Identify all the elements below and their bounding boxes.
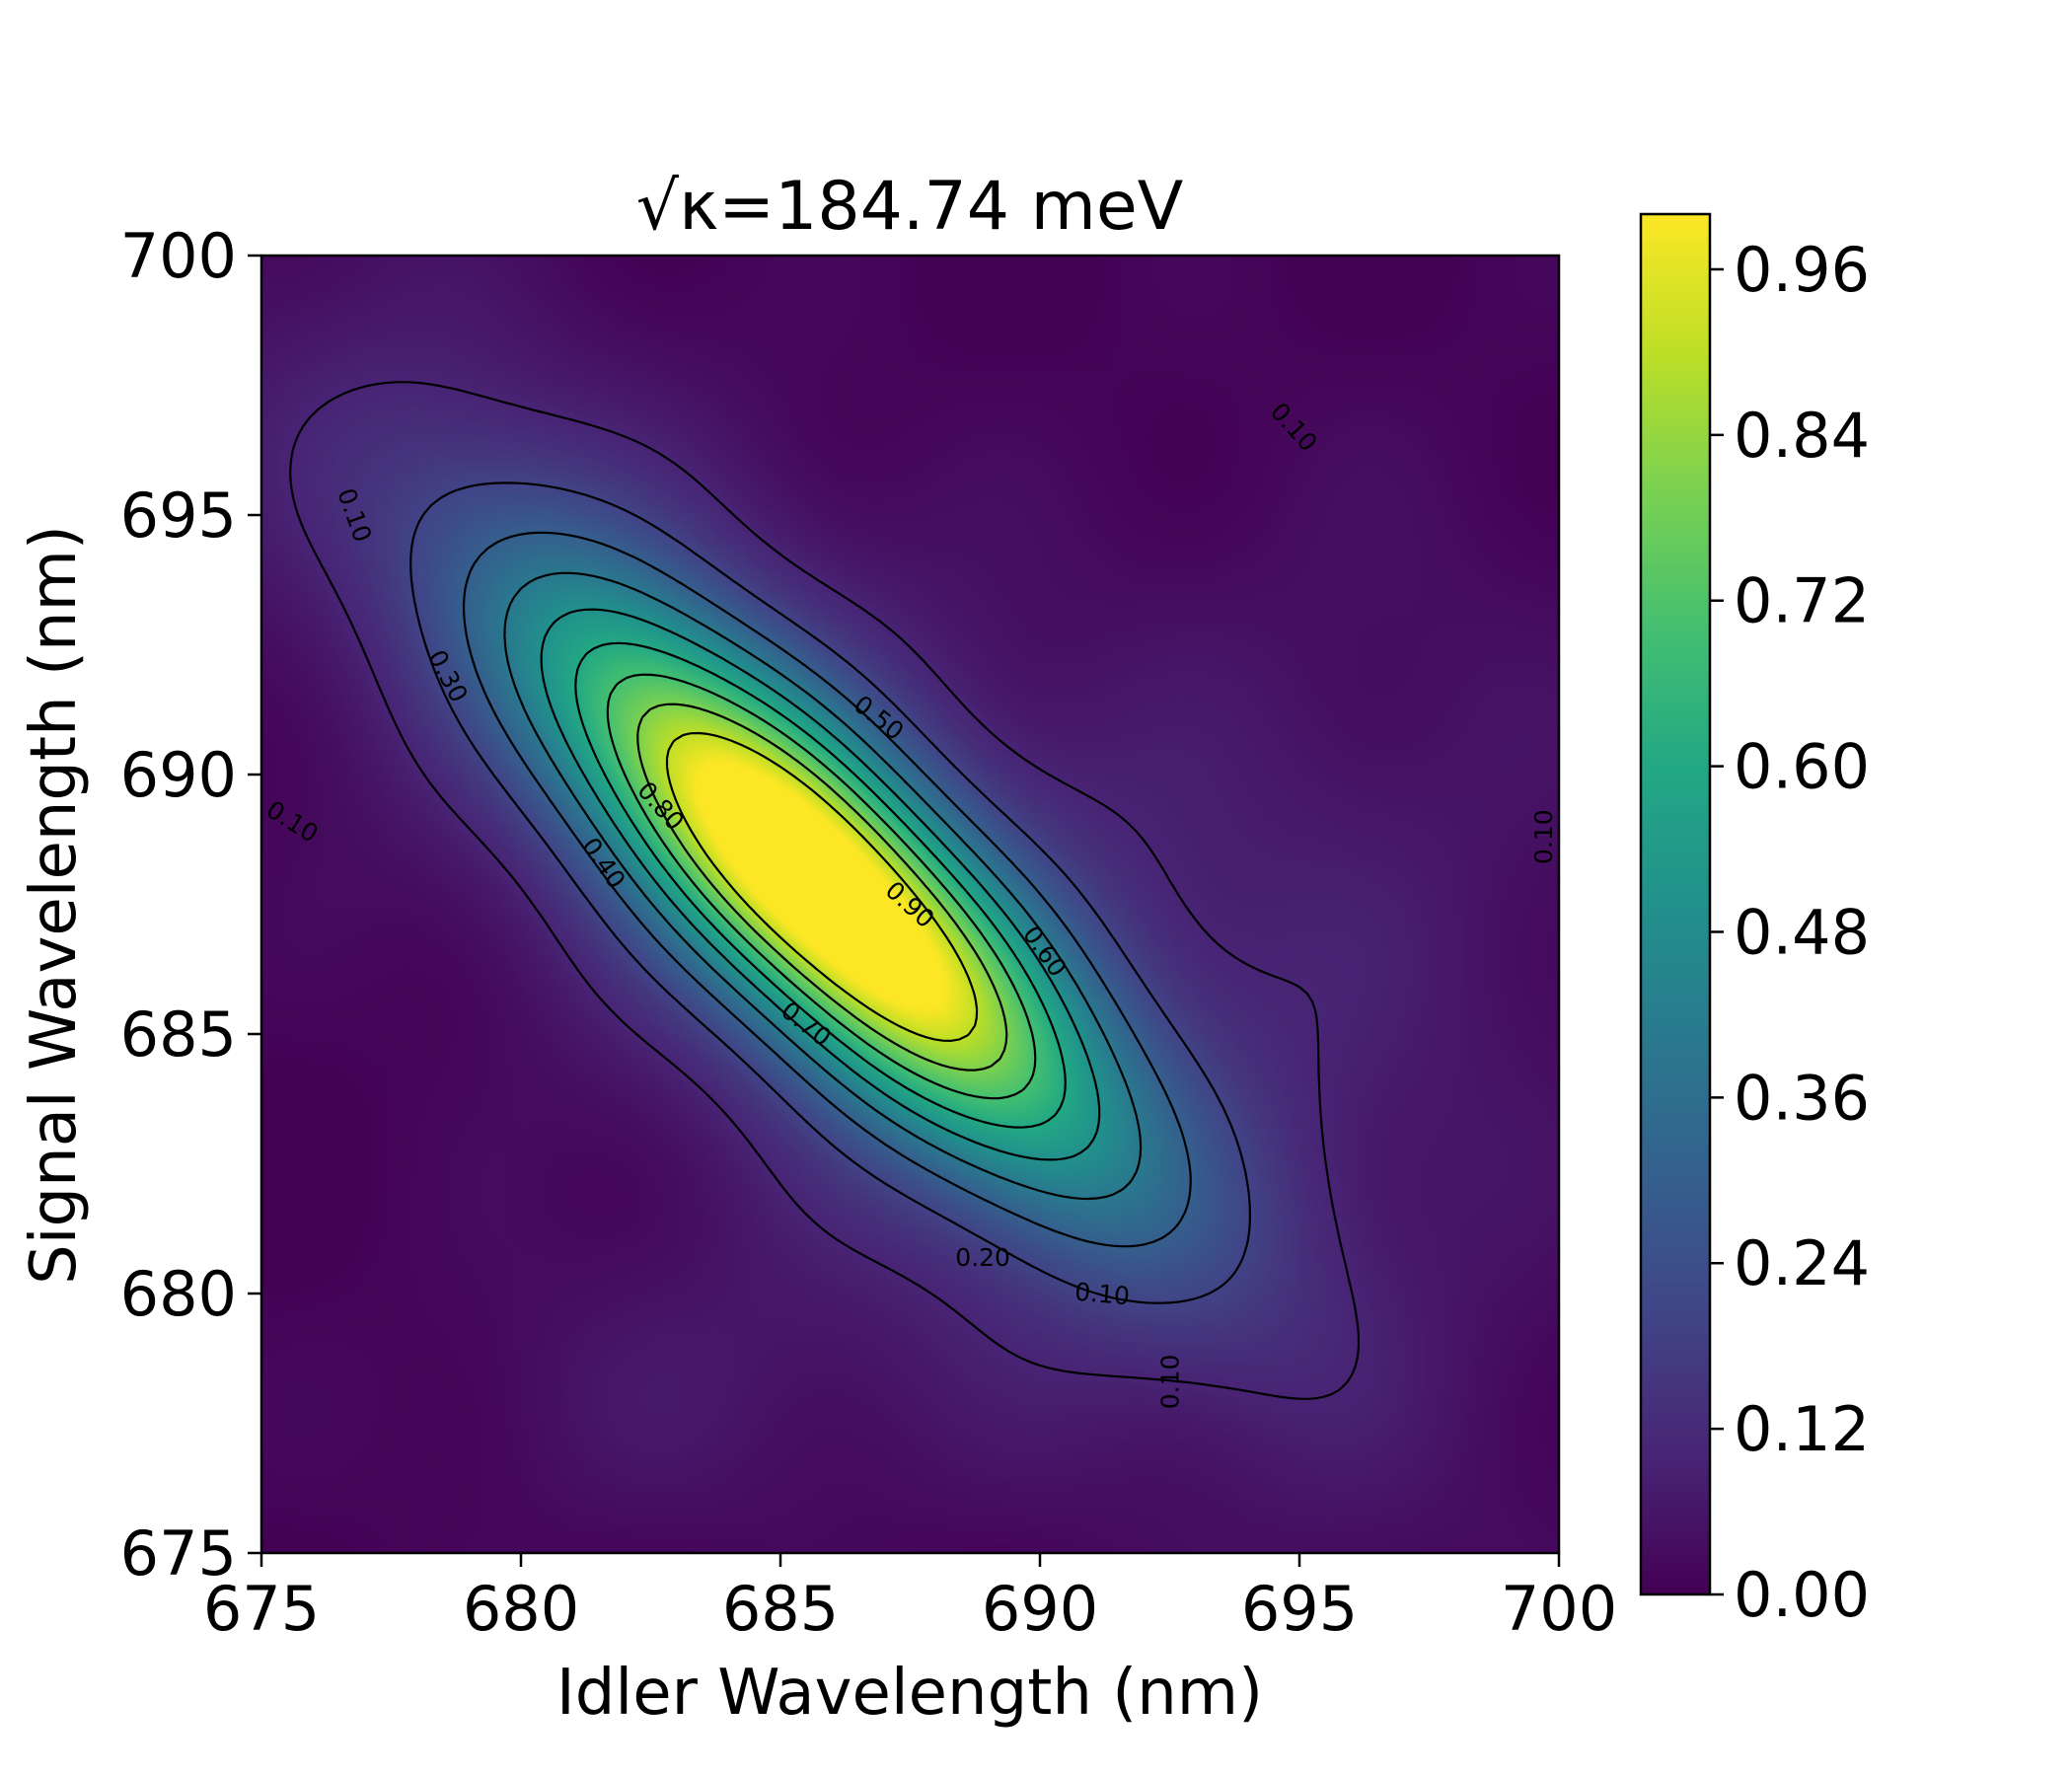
y-tick-label: 690 [120,739,237,811]
x-tick-label: 685 [722,1573,839,1645]
contour-line [462,531,1192,1248]
colorbar-tick-label: 0.96 [1734,234,1870,306]
heatmap-field [261,256,1559,1553]
contour-line [409,481,1251,1304]
contour-line [574,641,1067,1129]
colorbar-tick-label: 0.84 [1734,400,1870,472]
x-tick-label: 690 [982,1573,1098,1645]
y-axis: 675 680 685 690 695 700 [120,220,261,1590]
contour-line [503,571,1143,1201]
contour-line [540,608,1101,1161]
contour-label: 0.10 [1156,1355,1185,1410]
plot-frame [259,254,1561,1555]
x-axis: 675 680 685 690 695 700 [203,1553,1617,1645]
colorbar-frame [1639,212,1712,1596]
colorbar-ticks: 0.00 0.12 0.24 0.36 0.48 0.60 0.72 0.84 0.96 [1710,234,1870,1631]
x-tick-label: 680 [463,1573,579,1645]
y-tick-label: 695 [120,480,237,552]
y-tick-label: 680 [120,1258,237,1330]
contour-label: 0.10 [1529,809,1558,864]
x-axis-label: Idler Wavelength (nm) [556,1657,1263,1730]
heatmap-plot-area: 0.100.100.100.100.100.100.200.300.400.50… [259,254,1561,1555]
x-tick-label: 695 [1241,1573,1358,1645]
colorbar-gradient [1641,214,1710,1594]
contour-line [636,703,1008,1072]
y-tick-label: 685 [120,999,237,1071]
contour-line [289,381,1361,1400]
colorbar-tick-label: 0.12 [1734,1393,1870,1465]
colorbar-tick-label: 0.36 [1734,1062,1870,1134]
x-tick-label: 675 [203,1573,320,1645]
colorbar-tick-label: 0.60 [1734,731,1870,803]
chart-title: √κ=184.74 meV [636,168,1184,246]
colorbar-tick-label: 0.00 [1734,1559,1870,1631]
colorbar-tick-label: 0.72 [1734,565,1870,637]
colorbar-tick-label: 0.24 [1734,1227,1870,1299]
contour-line [606,673,1037,1100]
colorbar-tick-label: 0.48 [1734,896,1870,968]
y-tick-label: 675 [120,1517,237,1590]
colorbar: 0.00 0.12 0.24 0.36 0.48 0.60 0.72 0.84 0.96 [1639,212,1870,1631]
y-axis-label: Signal Wavelength (nm) [18,525,91,1285]
contour-line [665,731,979,1042]
x-tick-label: 700 [1501,1573,1617,1645]
y-tick-label: 700 [120,220,237,292]
contour-lines [289,381,1361,1400]
contour-label: 0.10 [1073,1278,1131,1311]
contour-label: 0.20 [955,1243,1010,1272]
